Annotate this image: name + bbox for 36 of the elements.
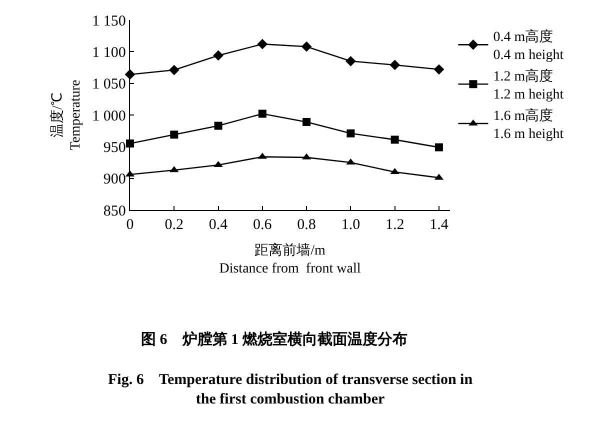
caption: Fig. 6 Temperature distribution of transverse section in the first combustion chamber bbox=[108, 372, 474, 408]
legend-label: 0.4 m高度 0.4 m height bbox=[493, 29, 564, 64]
point bbox=[345, 56, 356, 66]
caption: 图 6 炉膛第 1 燃烧室横向截面温度分布 bbox=[141, 330, 408, 348]
x-tick-label: 1.0 bbox=[341, 217, 360, 234]
point bbox=[301, 41, 312, 52]
y-tick-label: 950 bbox=[103, 140, 126, 156]
legend-label: 1.6 m高度 1.6 m height bbox=[493, 108, 564, 142]
point bbox=[390, 60, 400, 70]
point bbox=[170, 130, 178, 139]
x-tick-label: 0.4 bbox=[208, 217, 228, 234]
point bbox=[168, 64, 180, 76]
y-tick-label: 1 150 bbox=[92, 13, 126, 30]
y-tick-label: 1 050 bbox=[92, 76, 126, 93]
y-tick-label: 850 bbox=[103, 203, 126, 220]
point bbox=[214, 122, 222, 130]
x-tick-label: 1.2 bbox=[385, 217, 404, 234]
y-axis-title: 温度/℃ Temperature bbox=[50, 80, 84, 150]
point bbox=[302, 118, 311, 126]
x-tick-label: 0.2 bbox=[164, 217, 184, 234]
legend-label: 1.2 m高度 1.2 m height bbox=[493, 68, 564, 103]
point bbox=[434, 64, 444, 75]
y-tick-label: 900 bbox=[103, 172, 126, 188]
point bbox=[213, 50, 224, 61]
x-tick-label: 0 bbox=[126, 217, 134, 234]
x-tick-label: 0.6 bbox=[253, 217, 272, 234]
x-tick-label: 0.8 bbox=[297, 217, 316, 234]
point bbox=[258, 110, 266, 118]
point bbox=[257, 38, 268, 50]
point bbox=[434, 143, 443, 152]
y-tick-label: 1 100 bbox=[92, 44, 126, 61]
x-tick-label: 1.4 bbox=[430, 217, 449, 234]
y-tick-label: 1 000 bbox=[92, 108, 126, 124]
x-axis-title: 距离前墙/m Distance from front wall bbox=[219, 242, 361, 277]
point bbox=[346, 129, 355, 138]
point bbox=[390, 136, 399, 144]
